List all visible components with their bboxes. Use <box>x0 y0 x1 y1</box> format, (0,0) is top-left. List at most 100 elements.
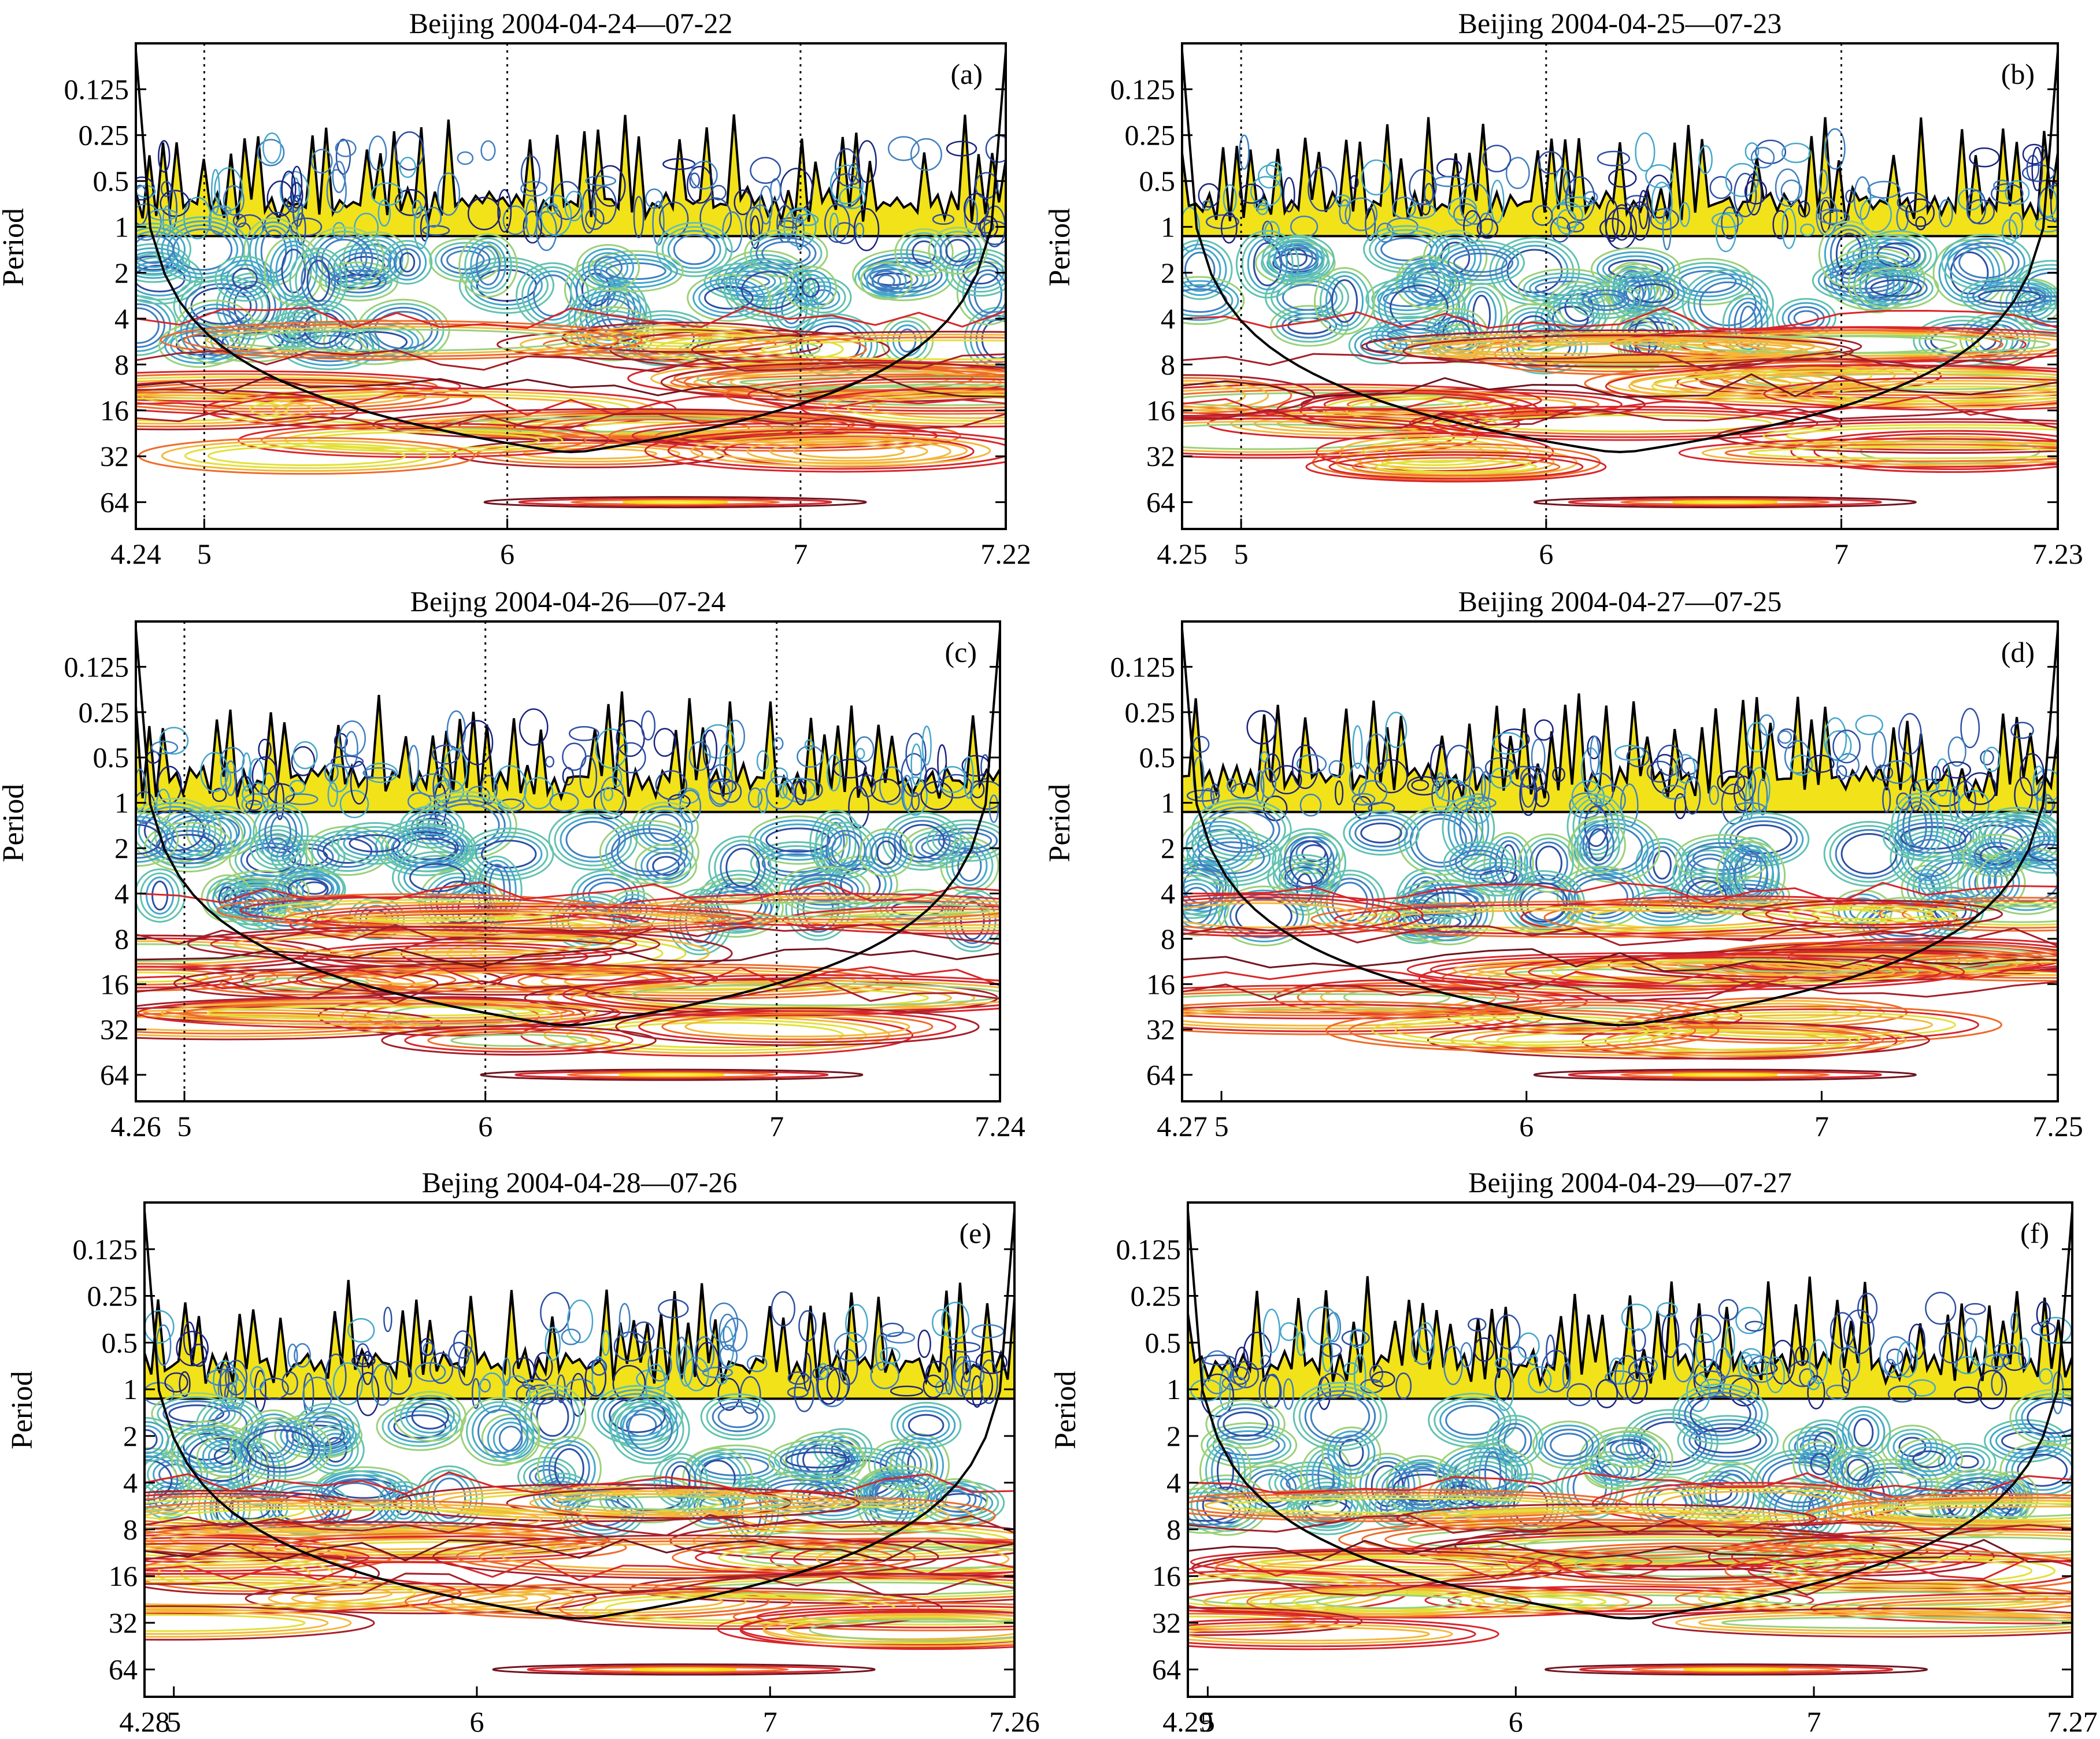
contour-line <box>562 742 587 771</box>
contour-line <box>853 208 880 251</box>
contour-line <box>1887 1429 1938 1466</box>
contour-line <box>1772 210 1788 239</box>
contour-line <box>1721 206 1739 239</box>
contour-line <box>975 172 999 199</box>
contour-line <box>570 499 780 506</box>
contour-line <box>461 720 494 765</box>
contour-line <box>269 240 318 302</box>
y-tick-label: 16 <box>1146 968 1175 1000</box>
contour-line <box>2021 164 2055 182</box>
contour-line <box>1734 802 1765 813</box>
y-tick-label: 64 <box>100 486 129 519</box>
contour-line <box>136 979 1000 1004</box>
contour-line <box>331 755 364 768</box>
contour-line <box>529 1490 837 1516</box>
contour-line <box>784 265 838 310</box>
contour-line <box>917 1329 931 1358</box>
contour-line <box>694 1336 715 1372</box>
x-tick-label: 7 <box>1807 1705 1821 1738</box>
contour-line <box>437 172 461 216</box>
contour-line <box>2010 1312 2019 1334</box>
contour-line <box>1602 255 1669 283</box>
contour-line <box>566 1071 777 1078</box>
contour-line <box>1824 128 1846 170</box>
contour-line <box>371 1363 393 1406</box>
contour-line <box>601 1330 610 1356</box>
contour-line <box>1552 767 1565 782</box>
contour-line <box>481 1413 540 1464</box>
contour-line <box>1453 203 1478 227</box>
contour-line <box>1565 176 1595 221</box>
contour-line <box>1679 202 1691 227</box>
contour-line <box>1348 1012 1697 1049</box>
contour-line <box>161 439 453 472</box>
contour-line <box>160 190 190 217</box>
contour-line <box>287 1343 298 1369</box>
contour-line <box>1506 249 1563 294</box>
contour-line <box>1327 1430 1376 1475</box>
contour-line <box>225 1359 248 1396</box>
contour-line <box>901 775 913 811</box>
contour-line <box>1343 810 1420 856</box>
contour-line <box>387 1410 453 1443</box>
contour-line <box>1746 173 1762 216</box>
contour-line <box>831 834 860 867</box>
contour-line <box>1544 1429 1594 1462</box>
contour-line <box>136 243 191 283</box>
contour-line <box>1192 735 1210 753</box>
contour-line <box>1836 765 1847 780</box>
contour-line <box>756 750 769 772</box>
contour-line <box>1597 150 1631 166</box>
contour-line <box>242 976 369 990</box>
contour-line <box>2051 1371 2064 1415</box>
contour-line <box>264 236 324 306</box>
contour-line <box>739 1610 1014 1650</box>
contour-line <box>1914 778 1940 793</box>
contour-line <box>1505 1542 1890 1586</box>
contour-line <box>1238 183 1265 204</box>
contour-line <box>1534 719 1554 741</box>
contour-line <box>653 1453 708 1508</box>
contour-line <box>416 1486 768 1519</box>
contour-line <box>188 1437 251 1482</box>
contour-line <box>480 140 496 161</box>
contour-line <box>1672 1383 1769 1445</box>
contour-line <box>241 752 252 792</box>
contour-line <box>1853 267 1939 309</box>
contour-line <box>145 1552 380 1595</box>
contour-line <box>1182 1007 1497 1030</box>
contour-line <box>713 437 968 464</box>
contour-line <box>196 1435 254 1478</box>
contour-line <box>1360 334 1402 357</box>
y-tick-label: 0.5 <box>102 1326 138 1359</box>
contour-line <box>816 1367 849 1407</box>
contour-line <box>410 813 453 841</box>
contour-line <box>938 765 967 793</box>
contour-line <box>1798 1445 1842 1483</box>
contour-line <box>704 286 754 310</box>
contour-line <box>2009 1389 2072 1446</box>
contour-line <box>1847 1459 1869 1482</box>
contour-line <box>145 1557 1014 1582</box>
contour-line <box>1235 230 1299 299</box>
contour-line <box>771 1291 796 1327</box>
contour-line <box>1621 1409 1718 1476</box>
contour-line <box>294 1343 311 1368</box>
contour-line <box>145 1538 1014 1563</box>
contour-line <box>777 220 798 237</box>
contour-line <box>435 242 497 279</box>
contour-line <box>301 256 336 306</box>
contour-line <box>1562 1362 1571 1389</box>
contour-line <box>145 1572 1014 1596</box>
contour-line <box>1321 1342 1342 1357</box>
contour-line <box>665 1461 697 1500</box>
contour-line <box>184 442 429 469</box>
contour-line <box>518 708 549 746</box>
contour-line <box>136 966 1000 990</box>
contour-line <box>275 782 285 820</box>
contour-line <box>610 828 688 876</box>
contour-line <box>1182 395 2058 416</box>
contour-line <box>145 1455 179 1505</box>
y-tick-label: 0.25 <box>79 119 129 151</box>
contour-line <box>1558 289 1600 326</box>
